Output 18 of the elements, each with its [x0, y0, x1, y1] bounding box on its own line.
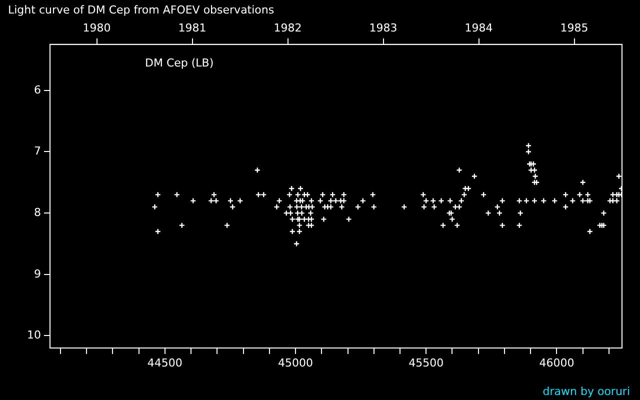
x-tick-label: 44500 — [147, 356, 182, 370]
y-tick-label: 9 — [34, 267, 41, 280]
y-tick-label: 7 — [34, 144, 41, 158]
x-tick-label: 46000 — [539, 356, 574, 370]
x2-tick-label: 1980 — [82, 22, 111, 35]
x-tick-label: 45500 — [408, 356, 444, 370]
y-tick-label: 8 — [34, 206, 41, 219]
chart-title: Light curve of DM Cep from AFOEV observations — [8, 3, 274, 16]
x2-tick-label: 1982 — [274, 22, 302, 35]
x2-tick-label: 1984 — [464, 22, 493, 35]
text: drawn by ooruri — [542, 384, 630, 398]
y-tick-label: 6 — [34, 83, 41, 96]
annotation: DM Cep (LB) — [145, 56, 214, 70]
x2-tick-label: 1983 — [369, 22, 398, 35]
x-tick-label: 45000 — [278, 356, 314, 370]
x2-tick-label: 1981 — [178, 22, 206, 35]
y-tick-label: 10 — [27, 328, 41, 342]
x2-tick-label: 1985 — [560, 22, 588, 35]
